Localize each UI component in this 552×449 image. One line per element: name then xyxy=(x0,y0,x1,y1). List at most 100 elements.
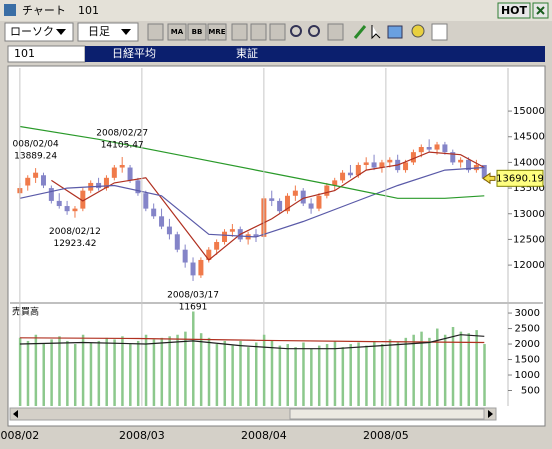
tool-button[interactable] xyxy=(250,23,267,41)
scroll-left[interactable] xyxy=(13,410,18,418)
volume-bar xyxy=(223,340,227,406)
volume-bar xyxy=(97,340,101,406)
annotation-date: 008/02/04 xyxy=(13,140,59,150)
candle-body xyxy=(48,188,54,201)
period-select[interactable] xyxy=(77,22,139,42)
app-icon xyxy=(4,4,16,16)
scroll-right[interactable] xyxy=(488,410,493,418)
volume-bar xyxy=(215,344,219,406)
moving-average xyxy=(19,125,485,199)
x-tick-label: 2008/05 xyxy=(363,429,409,442)
y-tick-label: 2000 xyxy=(515,339,540,350)
volume-bar xyxy=(199,333,203,406)
volume-bar xyxy=(42,344,45,406)
price-arrow xyxy=(482,172,496,185)
annotation-date: 2008/03/17 xyxy=(167,290,219,300)
price-box xyxy=(496,169,544,187)
y-tick-label: 3000 xyxy=(515,308,540,319)
moving-average xyxy=(19,334,485,350)
volume-bar xyxy=(443,334,447,406)
candle-body xyxy=(64,206,70,212)
candle-body xyxy=(458,159,464,163)
indicator-button[interactable] xyxy=(187,23,207,41)
candle-body xyxy=(284,195,290,212)
dropdown-arrow xyxy=(121,29,131,35)
candle-body xyxy=(481,164,487,179)
candle-body xyxy=(442,144,448,153)
volume-bar xyxy=(428,337,431,406)
volume-bar xyxy=(483,344,486,406)
info-code: 101 xyxy=(14,47,35,60)
volume-bar xyxy=(373,340,376,406)
volume-bar xyxy=(73,344,77,406)
line-tool[interactable] xyxy=(353,25,367,39)
candle-body xyxy=(119,164,125,168)
tool-button[interactable] xyxy=(147,23,164,41)
annotation-date: 2008/02/27 xyxy=(96,128,148,138)
volume-bar xyxy=(192,311,195,406)
volume-bar xyxy=(436,328,439,406)
candle-body xyxy=(33,172,39,178)
title-bar xyxy=(0,0,552,21)
candle-body xyxy=(426,147,432,150)
dropdown-arrow xyxy=(56,29,66,35)
candle-body xyxy=(355,164,361,176)
volume-bar xyxy=(325,344,329,406)
indicator-button[interactable] xyxy=(167,23,187,41)
candle-body xyxy=(347,172,353,176)
volume-bar xyxy=(310,348,313,406)
volume-bar xyxy=(333,340,337,406)
y-tick-label: 1500 xyxy=(515,355,540,366)
y-tick-label: 13000 xyxy=(513,209,545,220)
volume-bar xyxy=(475,330,478,406)
y-tick-label: 14000 xyxy=(513,157,545,168)
volume-title: 売買高 xyxy=(12,306,39,318)
candle-body xyxy=(182,249,188,263)
tool-button[interactable] xyxy=(327,23,344,41)
x-tick-label: 2008/04 xyxy=(241,429,287,442)
zoom-out-tool[interactable] xyxy=(308,25,320,37)
volume-bar xyxy=(121,336,124,406)
volume-bar xyxy=(144,334,148,406)
info-name: 日経平均 xyxy=(112,47,156,60)
y-tick-label: 1000 xyxy=(515,370,540,381)
volume-bar xyxy=(152,339,156,406)
candle-body xyxy=(418,147,424,153)
volume-bar xyxy=(459,331,463,406)
eraser-tool[interactable] xyxy=(387,25,403,39)
volume-bar xyxy=(34,334,38,406)
volume-bar xyxy=(168,336,171,406)
tool-button[interactable] xyxy=(431,23,448,41)
volume-bar xyxy=(184,331,187,406)
period: 日足 xyxy=(88,25,110,38)
volume-bar xyxy=(451,326,455,406)
indicator-label: BB xyxy=(192,28,203,36)
hot-button[interactable] xyxy=(497,2,531,19)
zoom-tool[interactable] xyxy=(290,25,302,37)
candle-body xyxy=(103,177,109,189)
candle-body xyxy=(151,208,157,217)
annotation-value: 14105.47 xyxy=(101,140,144,150)
candle-body xyxy=(159,216,165,227)
candle-body xyxy=(166,226,172,235)
candle-body xyxy=(253,234,259,237)
pointer-tool[interactable] xyxy=(371,25,381,40)
volume-bar xyxy=(231,345,234,406)
y-tick-label: 12000 xyxy=(513,260,545,271)
annotation-value: 13889.24 xyxy=(14,152,57,162)
y-tick-label: 12500 xyxy=(513,234,545,245)
scroll-thumb[interactable] xyxy=(289,408,485,420)
indicator-button[interactable] xyxy=(207,23,227,41)
volume-bar xyxy=(160,337,164,406)
candle-body xyxy=(300,190,306,204)
setting-tool[interactable] xyxy=(411,24,425,38)
chart-type-select[interactable] xyxy=(4,22,74,42)
hot-label: HOT xyxy=(501,4,528,17)
tool-button[interactable] xyxy=(231,23,248,41)
candle-body xyxy=(96,182,102,189)
candle-body xyxy=(127,167,133,181)
tool-button[interactable] xyxy=(269,23,286,41)
volume-bar xyxy=(357,342,360,406)
candle-body xyxy=(292,190,298,196)
candle-body xyxy=(40,175,46,186)
